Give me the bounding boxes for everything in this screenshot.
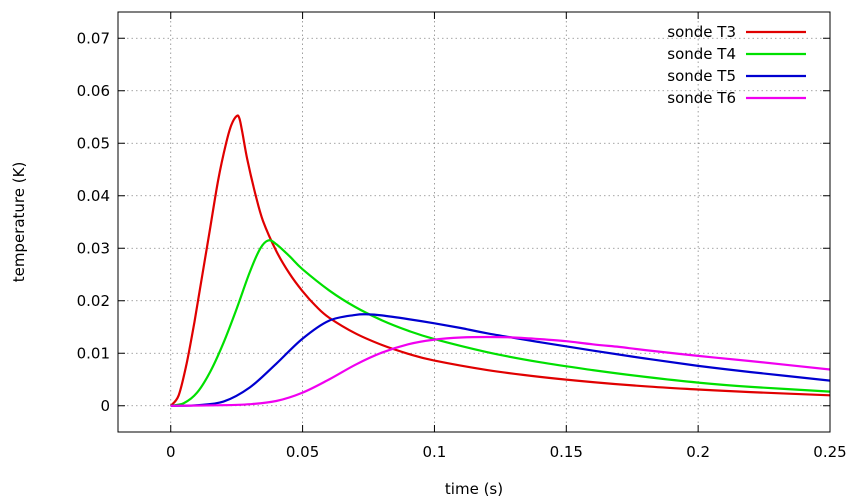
x-tick-label: 0.05 xyxy=(286,443,319,461)
x-tick-label: 0.15 xyxy=(550,443,583,461)
y-tick-label: 0.07 xyxy=(77,29,110,47)
x-tick-label: 0 xyxy=(166,443,176,461)
legend-label-sonde-t5: sonde T5 xyxy=(667,67,736,85)
y-tick-label: 0 xyxy=(100,397,110,415)
ticks xyxy=(118,12,831,432)
legend-label-sonde-t6: sonde T6 xyxy=(667,89,736,107)
x-axis-label: time (s) xyxy=(445,480,503,498)
plot-frame xyxy=(117,11,831,433)
series-line-sonde-t5 xyxy=(170,313,831,407)
legend-label-sonde-t3: sonde T3 xyxy=(667,23,736,41)
legend-label-sonde-t4: sonde T4 xyxy=(667,45,736,63)
series-line-sonde-t6 xyxy=(170,335,831,407)
tick-labels: 0 0.05 0.1 0.15 0.2 0.25 0 0.01 0.02 0.03 0.04 0.05… xyxy=(77,29,847,461)
x-tick-label: 0.1 xyxy=(423,443,447,461)
series-layer xyxy=(169,114,831,407)
y-tick-label: 0.04 xyxy=(77,187,110,205)
x-tick-label: 0.2 xyxy=(686,443,710,461)
grid xyxy=(118,12,830,432)
legend: sonde T3 sonde T4 sonde T5 sonde T6 xyxy=(667,23,806,107)
series-line-sonde-t3 xyxy=(169,114,831,407)
y-axis-label: temperature (K) xyxy=(10,162,28,283)
y-tick-label: 0.05 xyxy=(77,134,110,152)
y-tick-label: 0.06 xyxy=(77,82,110,100)
y-tick-label: 0.01 xyxy=(77,344,110,362)
series-line-sonde-t4 xyxy=(170,239,831,407)
y-tick-label: 0.03 xyxy=(77,239,110,257)
x-tick-label: 0.25 xyxy=(813,443,846,461)
y-tick-label: 0.02 xyxy=(77,292,110,310)
